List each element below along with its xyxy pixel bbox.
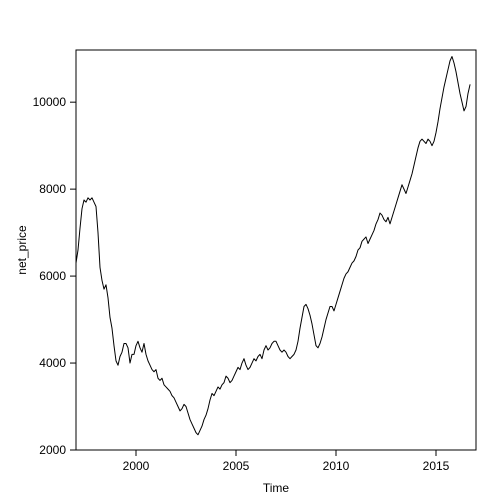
y-tick-label: 10000 — [33, 95, 67, 109]
y-tick-label: 2000 — [39, 443, 66, 457]
x-tick-label: 2010 — [323, 459, 350, 473]
x-axis-label: Time — [263, 481, 290, 495]
y-tick-label: 8000 — [39, 182, 66, 196]
y-axis-label: net_price — [15, 225, 29, 275]
x-tick-label: 2015 — [423, 459, 450, 473]
x-tick-label: 2005 — [223, 459, 250, 473]
y-tick-label: 4000 — [39, 356, 66, 370]
chart-svg: 2000 2005 2010 2015 2000 4000 6000 8000 10000 Tim… — [0, 0, 504, 504]
y-tick-label: 6000 — [39, 269, 66, 283]
x-tick-label: 2000 — [123, 459, 150, 473]
timeseries-chart: 2000 2005 2010 2015 2000 4000 6000 8000 10000 Tim… — [0, 0, 504, 504]
